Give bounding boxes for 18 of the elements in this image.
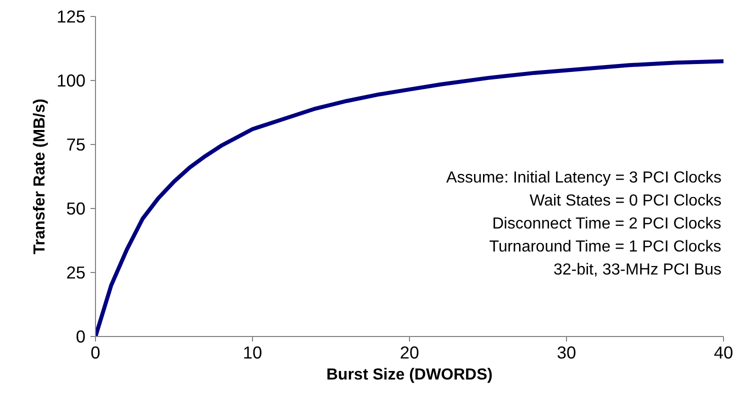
y-axis-title: Transfer Rate (MB/s) <box>32 98 49 254</box>
x-tick-label: 20 <box>400 342 420 362</box>
x-tick-label: 30 <box>556 342 576 362</box>
x-tick-label: 0 <box>90 342 100 362</box>
y-tick-label: 100 <box>56 70 86 90</box>
annotation: Disconnect Time = 2 PCI Clocks <box>492 216 722 232</box>
y-tick-label: 75 <box>66 134 86 154</box>
x-tick-label: 40 <box>714 342 734 362</box>
x-tick-label: 10 <box>242 342 262 362</box>
annotation: Assume: Initial Latency = 3 PCI Clocks <box>446 170 722 186</box>
y-tick-label: 0 <box>76 326 86 346</box>
annotation: Wait States = 0 PCI Clocks <box>530 192 722 210</box>
x-axis-title: Burst Size (DWORDS) <box>326 366 493 384</box>
y-tick-label: 50 <box>66 198 86 218</box>
y-tick-label: 125 <box>56 6 86 26</box>
annotation: 32-bit, 33-MHz PCI Bus <box>553 262 722 278</box>
y-tick-label: 25 <box>66 262 86 282</box>
annotation: Turnaround Time = 1 PCI Clocks <box>489 238 722 256</box>
